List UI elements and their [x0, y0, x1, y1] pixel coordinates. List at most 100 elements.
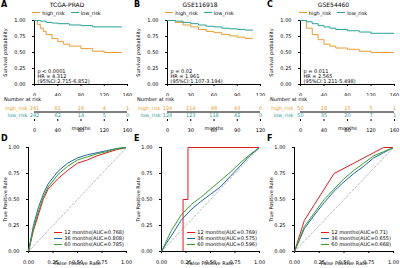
svg-text:90: 90 — [234, 92, 240, 96]
svg-text:120: 120 — [256, 92, 266, 96]
svg-text:16: 16 — [78, 105, 84, 111]
svg-text:0.75: 0.75 — [14, 33, 25, 39]
svg-text:242: 242 — [30, 112, 40, 118]
svg-text:0.75: 0.75 — [280, 33, 291, 39]
svg-text:low_risk: low_risk — [141, 112, 161, 119]
svg-text:80: 80 — [344, 92, 350, 96]
svg-text:7: 7 — [369, 112, 372, 118]
svg-text:1.00: 1.00 — [388, 259, 399, 265]
svg-text:14: 14 — [78, 112, 84, 118]
svg-text:0: 0 — [33, 92, 36, 96]
svg-text:0: 0 — [259, 112, 262, 118]
svg-text:241: 241 — [30, 105, 40, 111]
svg-text:0.00: 0.00 — [141, 248, 152, 254]
svg-text:months: months — [205, 125, 224, 131]
svg-text:high_risk: high_risk — [271, 105, 293, 112]
svg-text:0.25: 0.25 — [280, 65, 291, 71]
svg-text:5: 5 — [369, 105, 372, 111]
svg-text:120: 120 — [99, 127, 109, 132]
svg-text:0.00: 0.00 — [23, 259, 34, 265]
svg-text:False Positive Rate: False Positive Rate — [321, 260, 367, 266]
svg-text:0.00: 0.00 — [8, 248, 19, 254]
svg-text:0.50: 0.50 — [280, 49, 291, 55]
svg-text:30: 30 — [188, 127, 194, 132]
svg-text:0: 0 — [166, 92, 169, 96]
svg-text:0.75: 0.75 — [8, 170, 19, 176]
svg-text:0.50: 0.50 — [141, 196, 152, 202]
svg-text:160: 160 — [390, 92, 400, 96]
svg-text:40: 40 — [321, 92, 327, 96]
svg-text:4: 4 — [103, 105, 106, 111]
svg-text:0: 0 — [259, 105, 262, 111]
svg-text:p < 0.0001HR = 4.312(95%CI:2.7: p < 0.0001HR = 4.312(95%CI:2.715-6.852) — [38, 68, 90, 84]
svg-text:81: 81 — [55, 105, 61, 111]
svg-text:1.00: 1.00 — [274, 144, 285, 150]
svg-text:1.00: 1.00 — [280, 17, 291, 23]
svg-text:months: months — [72, 125, 91, 131]
svg-text:months: months — [338, 125, 357, 131]
svg-text:0.00: 0.00 — [280, 81, 291, 87]
svg-text:high_risk: high_risk — [5, 105, 27, 112]
svg-text:0: 0 — [126, 112, 129, 118]
svg-text:0.50: 0.50 — [8, 196, 19, 202]
svg-text:40: 40 — [321, 127, 327, 132]
svg-text:20: 20 — [344, 112, 350, 118]
svg-text:Survival probability: Survival probability — [268, 28, 275, 76]
svg-text:90: 90 — [234, 127, 240, 132]
svg-text:50: 50 — [297, 105, 303, 111]
svg-text:62: 62 — [55, 112, 61, 118]
svg-text:5: 5 — [103, 112, 106, 118]
svg-text:160: 160 — [123, 92, 133, 96]
svg-text:0.00: 0.00 — [147, 81, 158, 87]
svg-text:0.00: 0.00 — [274, 248, 285, 254]
svg-text:False Positive Rate: False Positive Rate — [54, 260, 100, 266]
svg-text:p = 0.02HR = 1.961(95%CI:1.107: p = 0.02HR = 1.961(95%CI:1.107-3.194) — [171, 68, 223, 84]
svg-text:42: 42 — [234, 112, 240, 118]
svg-text:1.00: 1.00 — [147, 17, 158, 23]
svg-text:60: 60 — [211, 92, 217, 96]
svg-text:0.25: 0.25 — [147, 65, 158, 71]
svg-text:1.00: 1.00 — [14, 17, 25, 23]
svg-text:30: 30 — [188, 92, 194, 96]
svg-text:low_risk: low_risk — [8, 112, 28, 119]
svg-text:50: 50 — [297, 112, 303, 118]
svg-text:40: 40 — [55, 92, 61, 96]
svg-text:28: 28 — [321, 105, 327, 111]
svg-text:80: 80 — [78, 92, 84, 96]
svg-text:160: 160 — [123, 127, 133, 132]
svg-text:1: 1 — [393, 105, 396, 111]
svg-text:120: 120 — [256, 127, 266, 132]
svg-text:0.00: 0.00 — [156, 259, 167, 265]
svg-text:0.00: 0.00 — [289, 259, 300, 265]
svg-text:114: 114 — [186, 105, 196, 111]
svg-text:0.50: 0.50 — [147, 49, 158, 55]
svg-text:False Positive Rate: False Positive Rate — [187, 260, 233, 266]
svg-text:0.00: 0.00 — [14, 81, 25, 87]
svg-text:1.00: 1.00 — [121, 259, 132, 265]
svg-text:1.00: 1.00 — [254, 259, 265, 265]
svg-text:40: 40 — [55, 127, 61, 132]
svg-text:15: 15 — [344, 105, 350, 111]
svg-text:124: 124 — [163, 105, 173, 111]
svg-text:0: 0 — [33, 127, 36, 132]
svg-text:124: 124 — [163, 112, 173, 118]
svg-text:43: 43 — [234, 105, 240, 111]
svg-text:Survival probability: Survival probability — [2, 28, 9, 76]
svg-text:1: 1 — [126, 105, 129, 111]
svg-text:123: 123 — [186, 112, 196, 118]
svg-text:160: 160 — [390, 127, 400, 132]
svg-text:120: 120 — [99, 92, 109, 96]
svg-text:high_risk: high_risk — [138, 105, 160, 112]
svg-text:0.25: 0.25 — [8, 222, 19, 228]
svg-text:1.00: 1.00 — [8, 144, 19, 150]
svg-text:True Positive Rate: True Positive Rate — [135, 177, 141, 223]
svg-text:120: 120 — [366, 92, 376, 96]
svg-text:0.50: 0.50 — [274, 196, 285, 202]
svg-text:0: 0 — [166, 127, 169, 132]
svg-text:0.25: 0.25 — [274, 222, 285, 228]
svg-text:0.25: 0.25 — [14, 65, 25, 71]
svg-text:1.00: 1.00 — [141, 144, 152, 150]
svg-text:0.25: 0.25 — [141, 222, 152, 228]
svg-text:0.75: 0.75 — [141, 170, 152, 176]
svg-text:118: 118 — [209, 112, 219, 118]
